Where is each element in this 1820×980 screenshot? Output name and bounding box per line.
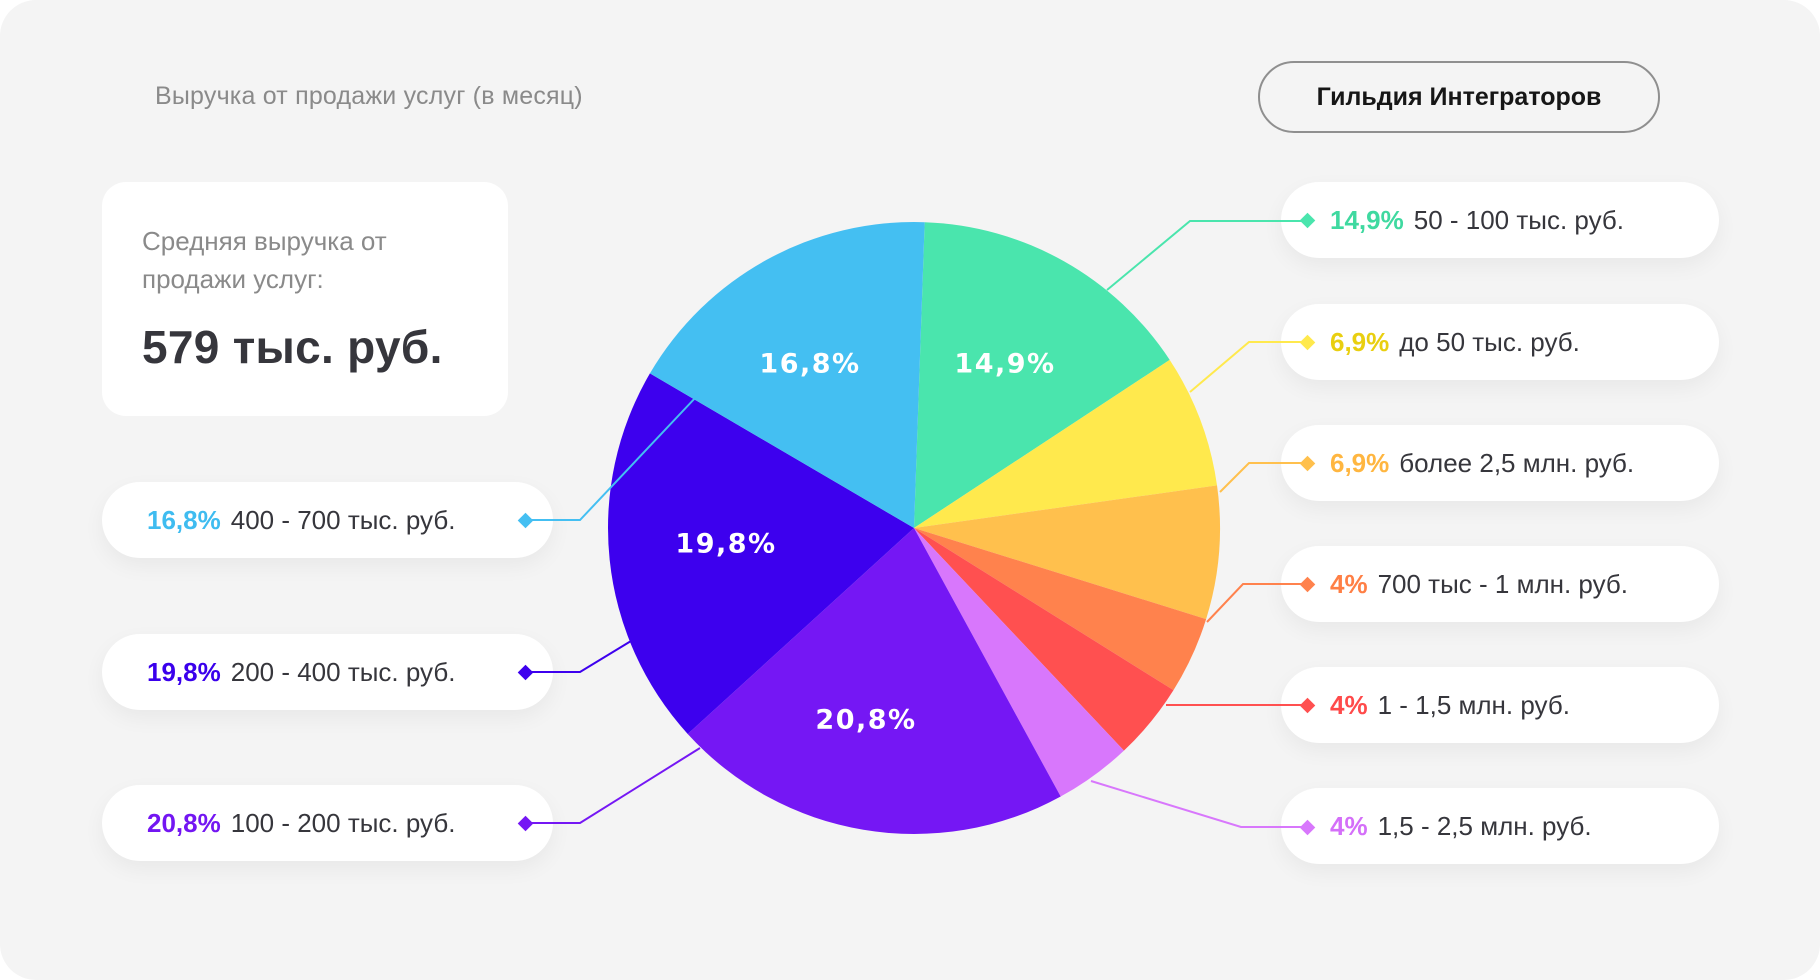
average-revenue-label: Средняя выручка от продажи услуг: [142, 226, 387, 294]
legend-item-700-1000: 4% 700 тыс - 1 млн. руб. [1281, 546, 1719, 622]
legend-percent: 4% [1330, 568, 1368, 599]
legend-item-100-200: 20,8% 100 - 200 тыс. руб. [102, 785, 553, 861]
legend-item-50-100: 14,9% 50 - 100 тыс. руб. [1281, 182, 1719, 258]
legend-percent: 20,8% [147, 807, 221, 838]
legend-item-over-2500: 6,9% более 2,5 млн. руб. [1281, 425, 1719, 501]
legend-percent: 14,9% [1330, 204, 1404, 235]
legend-range: 400 - 700 тыс. руб. [230, 504, 456, 535]
slice-label-100-200: 20,8% [815, 704, 917, 736]
average-revenue-value: 579 тыс. руб. [142, 321, 443, 373]
legend-item-1000-1500: 4% 1 - 1,5 млн. руб. [1281, 667, 1719, 743]
slice-label-50-100: 14,9% [954, 348, 1056, 380]
legend-percent: 19,8% [147, 656, 221, 687]
legend-range: 1,5 - 2,5 млн. руб. [1377, 810, 1592, 841]
average-revenue-card: Средняя выручка от продажи услуг: 579 ты… [102, 182, 508, 416]
legend-range: 50 - 100 тыс. руб. [1413, 204, 1624, 235]
legend-item-up-to-50: 6,9% до 50 тыс. руб. [1281, 304, 1719, 380]
legend-percent: 4% [1330, 810, 1368, 841]
legend-range: 200 - 400 тыс. руб. [230, 656, 456, 687]
legend-range: 700 тыс - 1 млн. руб. [1377, 568, 1628, 599]
slice-label-200-400: 19,8% [675, 528, 777, 560]
legend-item-400-700: 16,8% 400 - 700 тыс. руб. [102, 482, 553, 558]
legend-percent: 16,8% [147, 504, 221, 535]
legend-range: 100 - 200 тыс. руб. [230, 807, 456, 838]
chart-title: Выручка от продажи услуг (в месяц) [155, 82, 583, 110]
legend-percent: 6,9% [1330, 447, 1390, 478]
legend-range: до 50 тыс. руб. [1399, 326, 1580, 357]
legend-range: 1 - 1,5 млн. руб. [1377, 689, 1570, 720]
legend-percent: 6,9% [1330, 326, 1390, 357]
legend-range: более 2,5 млн. руб. [1399, 447, 1635, 478]
legend-item-1500-2500: 4% 1,5 - 2,5 млн. руб. [1281, 788, 1719, 864]
slice-label-400-700: 16,8% [759, 348, 861, 380]
brand-badge: Гильдия Интеграторов [1258, 61, 1660, 133]
legend-percent: 4% [1330, 689, 1368, 720]
legend-item-200-400: 19,8% 200 - 400 тыс. руб. [102, 634, 553, 710]
